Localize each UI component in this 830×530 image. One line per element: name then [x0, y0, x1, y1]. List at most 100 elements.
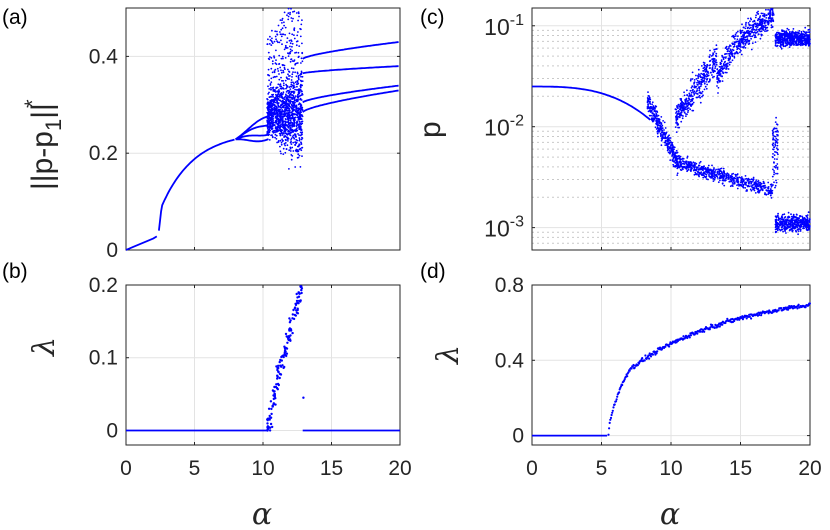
data-point [724, 64, 727, 66]
data-point [776, 138, 779, 141]
data-point [271, 93, 273, 96]
data-point [685, 104, 688, 106]
data-point [709, 67, 711, 69]
data-point [726, 65, 729, 68]
data-point [688, 336, 691, 339]
data-point [719, 75, 722, 77]
data-point [271, 112, 274, 115]
data-point [284, 46, 287, 49]
data-point [274, 113, 277, 115]
data-point [626, 375, 629, 378]
data-point [722, 72, 725, 74]
data-point [697, 171, 700, 174]
data-point [293, 29, 296, 32]
data-point [807, 28, 810, 31]
data-point [747, 179, 749, 182]
data-point [284, 33, 286, 36]
data-point [271, 60, 274, 63]
data-point [292, 97, 294, 100]
data-point [284, 68, 286, 71]
data-point [759, 37, 762, 40]
data-point [794, 41, 797, 44]
data-point [286, 37, 289, 39]
data-point [266, 418, 269, 421]
data-point [287, 55, 290, 57]
data-point [694, 171, 697, 174]
data-point [271, 29, 273, 32]
data-point [659, 124, 661, 127]
data-point [277, 24, 280, 27]
data-point [284, 128, 287, 131]
data-point [796, 221, 799, 224]
data-point [298, 120, 301, 123]
data-point [270, 412, 273, 416]
data-point [674, 126, 677, 128]
panel-d-ytick-label: 0.4 [495, 349, 525, 372]
data-point [647, 105, 649, 107]
data-point [753, 28, 756, 31]
data-point [274, 105, 276, 108]
data-point [301, 92, 304, 95]
data-point [282, 147, 285, 150]
data-point [780, 47, 783, 50]
data-point [301, 19, 303, 21]
data-point [286, 128, 288, 131]
data-point [728, 180, 731, 183]
data-point [653, 118, 655, 120]
data-point [288, 32, 291, 35]
data-point [731, 185, 734, 188]
data-point [763, 13, 766, 15]
data-point [774, 135, 777, 138]
data-point [691, 102, 694, 105]
data-point [713, 75, 715, 78]
data-point [666, 142, 669, 145]
data-point [776, 158, 778, 161]
data-point [780, 46, 782, 49]
data-point [300, 99, 303, 101]
data-point [685, 162, 687, 164]
data-point [301, 75, 304, 78]
data-point [291, 155, 294, 157]
data-point [271, 135, 274, 138]
data-point [285, 108, 288, 110]
data-point [742, 180, 744, 183]
data-point [707, 178, 709, 181]
data-point [763, 187, 766, 190]
data-point [772, 12, 774, 15]
data-point [287, 132, 290, 135]
data-point [290, 139, 292, 141]
data-point [672, 146, 674, 149]
data-point [275, 365, 278, 368]
data-point [706, 74, 709, 77]
data-point [798, 34, 801, 37]
data-point [700, 65, 703, 67]
data-point [672, 148, 675, 151]
data-point [684, 100, 687, 102]
data-point [695, 166, 698, 169]
data-point [714, 48, 717, 51]
data-point [766, 26, 769, 29]
data-point [282, 87, 284, 89]
data-point [772, 131, 775, 134]
data-point [278, 73, 280, 75]
data-point [759, 19, 762, 22]
data-point [281, 132, 283, 135]
data-point [696, 88, 699, 90]
data-point [268, 96, 271, 99]
data-point [775, 230, 778, 233]
data-point [782, 220, 785, 222]
data-point [807, 221, 809, 224]
data-point [797, 230, 800, 233]
data-point [786, 43, 789, 46]
data-point [767, 17, 770, 20]
data-point [267, 74, 270, 76]
data-point [297, 299, 301, 303]
data-point [266, 127, 269, 130]
data-point [679, 163, 682, 165]
data-point [767, 187, 769, 190]
data-point [699, 160, 702, 163]
data-point [289, 114, 291, 117]
data-point [287, 126, 290, 129]
data-point [296, 110, 299, 113]
data-point [728, 45, 730, 48]
